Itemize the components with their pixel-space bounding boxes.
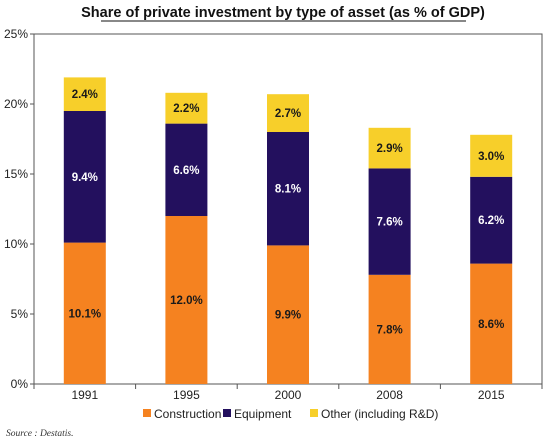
bar-segment-equipment — [267, 132, 309, 246]
data-label: 9.9% — [275, 310, 301, 322]
data-label: 9.4% — [72, 172, 98, 184]
y-axis: 0% 5% 10% 15% 20% 25% — [4, 27, 34, 391]
bar-segment-equipment — [368, 168, 411, 275]
bar-segment-construction — [470, 263, 513, 384]
data-label: 7.6% — [376, 217, 402, 229]
bar-segment-other — [165, 92, 208, 124]
bar-segment-construction — [165, 216, 208, 384]
legend-swatch — [223, 409, 231, 417]
chart-title: Share of private investment by type of a… — [81, 5, 485, 21]
data-label: 2.7% — [275, 108, 301, 120]
y-tick-label: 20% — [4, 97, 28, 111]
bar-segment-construction — [63, 242, 106, 384]
legend-swatch — [143, 409, 151, 417]
y-tick-label: 25% — [4, 27, 28, 41]
y-tick-label: 5% — [11, 307, 29, 321]
y-tick-label: 0% — [11, 377, 29, 391]
x-tick-label: 1991 — [71, 388, 98, 402]
data-label: 8.6% — [478, 319, 504, 331]
data-label: 10.1% — [68, 308, 101, 320]
x-axis: 1991 1995 2000 2008 2015 — [33, 384, 543, 402]
legend: Construction Equipment Other (including R&… — [143, 407, 438, 421]
data-label: 2.9% — [376, 143, 402, 155]
bar-segment-other — [470, 134, 513, 177]
x-tick-label: 2015 — [478, 388, 505, 402]
bar-segment-construction — [368, 274, 411, 384]
data-label: 6.6% — [173, 165, 199, 177]
y-tick-label: 15% — [4, 167, 28, 181]
data-label: 7.8% — [376, 324, 402, 336]
bar-segment-construction — [267, 245, 309, 384]
data-label: 6.2% — [478, 215, 504, 227]
data-label: 8.1% — [275, 184, 301, 196]
bar-segment-equipment — [470, 176, 513, 264]
bar-segment-other — [368, 127, 411, 169]
legend-swatch — [310, 409, 318, 417]
x-tick-label: 2000 — [275, 388, 302, 402]
y-tick-label: 10% — [4, 237, 28, 251]
bars: 10.1% 9.4% 2.4% 12.0% 6.6% 2.2% 9.9% 8.1% 2.7% 7.… — [63, 77, 513, 384]
bar-segment-equipment — [63, 111, 106, 243]
bar-segment-equipment — [165, 123, 208, 216]
data-label: 2.2% — [173, 103, 199, 115]
data-label: 12.0% — [170, 295, 203, 307]
legend-label: Equipment — [234, 407, 292, 421]
legend-label: Construction — [154, 407, 221, 421]
bar-segment-other — [63, 77, 106, 111]
source-note: Source : Destatis. — [6, 429, 73, 439]
legend-label: Other (including R&D) — [321, 407, 438, 421]
data-label: 3.0% — [478, 151, 504, 163]
bar-segment-other — [267, 94, 309, 132]
data-label: 2.4% — [72, 89, 98, 101]
x-tick-label: 1995 — [173, 388, 200, 402]
x-tick-label: 2008 — [376, 388, 403, 402]
